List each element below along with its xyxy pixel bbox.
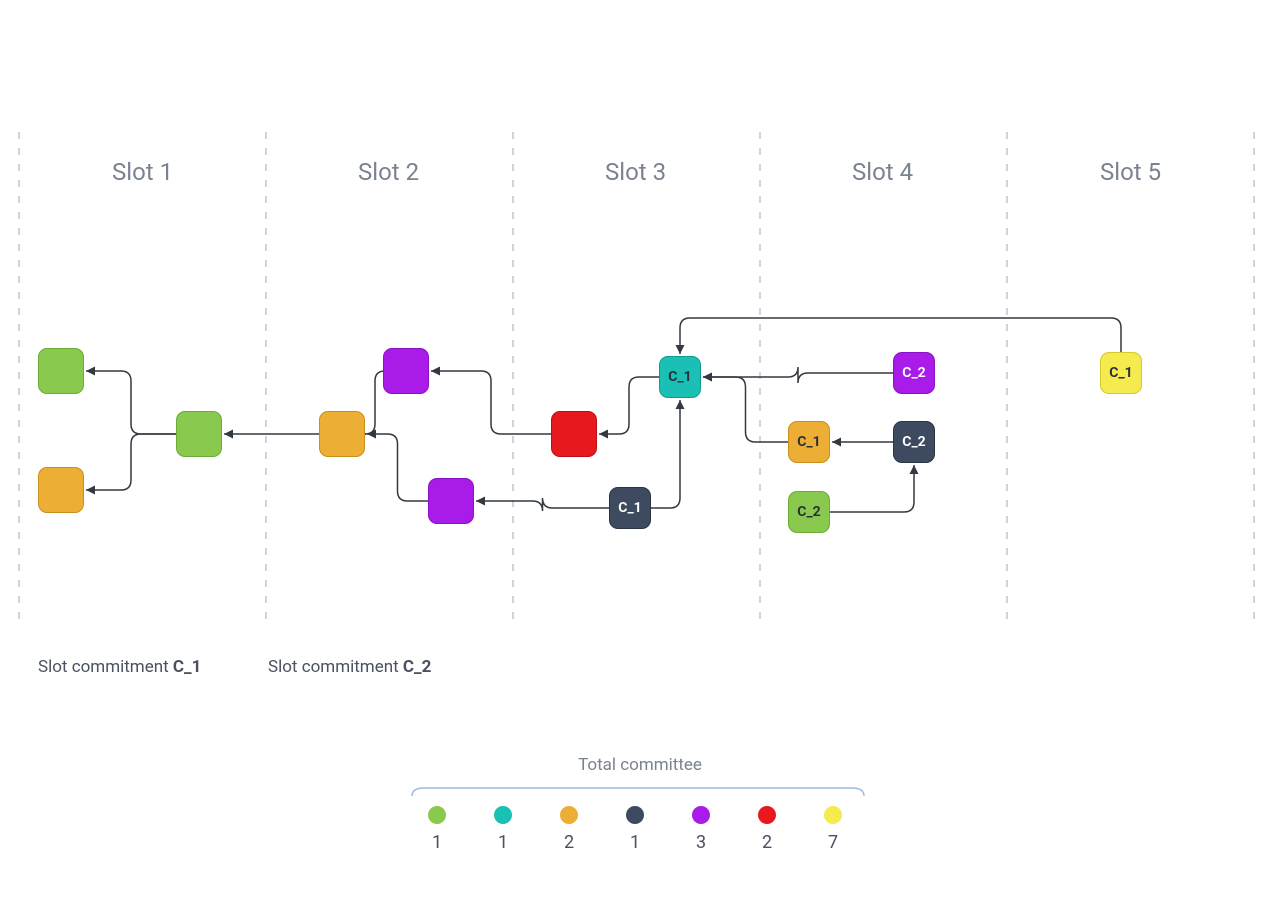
node-label: C_1 bbox=[668, 369, 691, 385]
node-label: C_1 bbox=[618, 500, 641, 516]
node-n14: C_1 bbox=[1100, 352, 1142, 394]
node-n9: C_1 bbox=[609, 487, 651, 529]
node-n12: C_2 bbox=[893, 421, 935, 463]
node-label: C_2 bbox=[797, 504, 820, 520]
edge-n7-n5 bbox=[431, 371, 551, 434]
node-n8: C_1 bbox=[659, 356, 701, 398]
legend-dot-orange bbox=[560, 806, 578, 824]
edge-n9-n6 bbox=[476, 498, 609, 511]
legend-value-orange: 2 bbox=[559, 832, 579, 853]
legend-value-red: 2 bbox=[757, 832, 777, 853]
legend-dot-purple bbox=[692, 806, 710, 824]
node-n13: C_2 bbox=[788, 491, 830, 533]
legend-dot-red bbox=[758, 806, 776, 824]
edge-n5-n4 bbox=[365, 371, 385, 434]
legend-value-yellow: 7 bbox=[823, 832, 843, 853]
commitment-label-2: Slot commitment C_2 bbox=[268, 657, 431, 677]
edge-n9-n8 bbox=[651, 400, 680, 508]
legend-dot-teal bbox=[494, 806, 512, 824]
legend-value-purple: 3 bbox=[691, 832, 711, 853]
node-n4 bbox=[319, 411, 365, 457]
legend-brace bbox=[412, 788, 864, 796]
legend-value-green: 1 bbox=[427, 832, 447, 853]
node-n3 bbox=[176, 411, 222, 457]
edge-n11-n8 bbox=[703, 377, 788, 442]
legend-title: Total committee bbox=[0, 755, 1280, 775]
node-n10: C_2 bbox=[893, 352, 935, 394]
legend-dot-green bbox=[428, 806, 446, 824]
node-n11: C_1 bbox=[788, 421, 830, 463]
diagram-canvas: Slot 1 Slot 2 Slot 3 Slot 4 Slot 5 C_1 C_1 C_2 C… bbox=[0, 0, 1280, 900]
legend-value-teal: 1 bbox=[493, 832, 513, 853]
edge-n6-n4 bbox=[367, 434, 428, 501]
edge-n10-n8 bbox=[703, 367, 893, 383]
commitment-label-1: Slot commitment C_1 bbox=[38, 657, 201, 677]
edge-n3-n1 bbox=[86, 371, 176, 434]
node-n6 bbox=[428, 478, 474, 524]
edge-n8-n7 bbox=[599, 377, 659, 434]
node-label: C_1 bbox=[1109, 365, 1132, 381]
legend-value-navy: 1 bbox=[625, 832, 645, 853]
slot-label-4: Slot 4 bbox=[852, 158, 913, 186]
slot-label-2: Slot 2 bbox=[358, 158, 419, 186]
node-label: C_1 bbox=[797, 434, 820, 450]
node-n2 bbox=[38, 467, 84, 513]
node-n1 bbox=[38, 348, 84, 394]
slot-label-3: Slot 3 bbox=[605, 158, 666, 186]
edge-n3-n2 bbox=[86, 434, 176, 490]
legend-dot-yellow bbox=[824, 806, 842, 824]
slot-label-1: Slot 1 bbox=[112, 158, 173, 186]
edge-n14-n8 bbox=[680, 318, 1121, 354]
slot-label-5: Slot 5 bbox=[1100, 158, 1161, 186]
node-n7 bbox=[551, 411, 597, 457]
legend-dot-navy bbox=[626, 806, 644, 824]
node-n5 bbox=[383, 348, 429, 394]
node-label: C_2 bbox=[902, 365, 925, 381]
edge-n13-n12 bbox=[830, 465, 914, 512]
node-label: C_2 bbox=[902, 434, 925, 450]
